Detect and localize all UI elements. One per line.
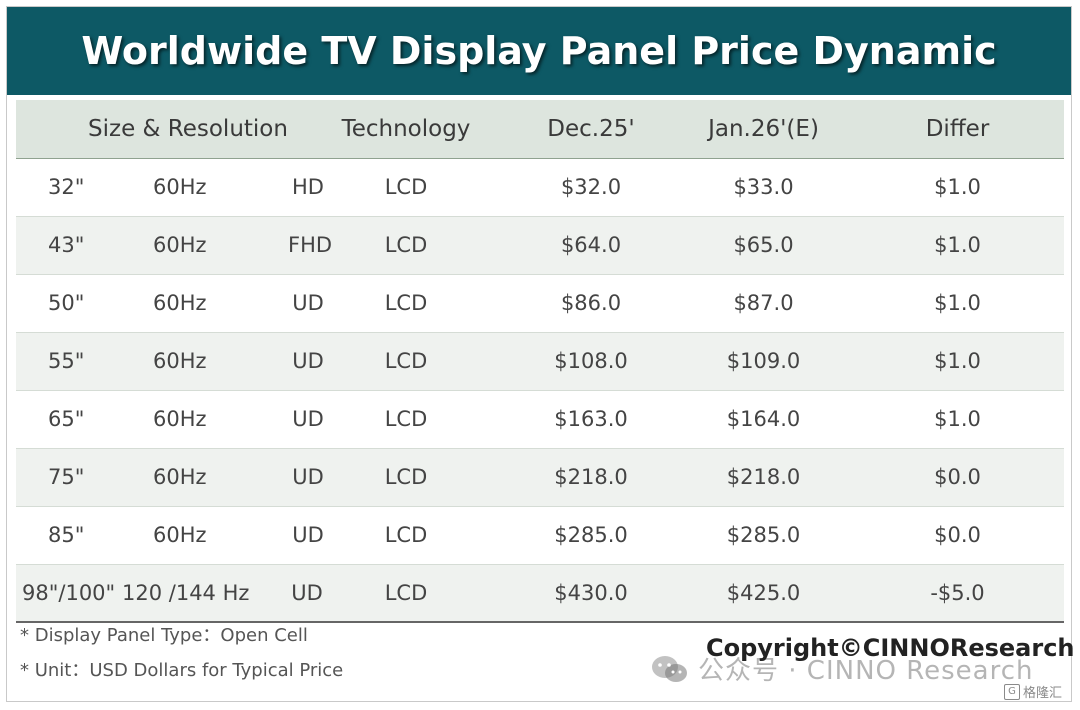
size-resolution-cell: 43" 60Hz FHD	[16, 216, 332, 275]
size-value: 75"	[48, 465, 85, 489]
gelonghui-logo: G 格隆汇	[1004, 682, 1062, 701]
refresh-rate-value: 60Hz	[153, 291, 207, 315]
table-row: 75" 60Hz UD LCD $218.0 $218.0 $0.0	[16, 448, 1064, 507]
page-title: Worldwide TV Display Panel Price Dynamic	[81, 29, 997, 73]
differ-cell: $0.0	[851, 506, 1064, 565]
differ-cell: $1.0	[851, 390, 1064, 449]
size-resolution-cell: 32" 60Hz HD	[16, 158, 324, 217]
resolution-value: UD	[292, 465, 324, 489]
differ-cell: -$5.0	[851, 564, 1064, 623]
wechat-watermark: 公众号 · CINNO Research	[650, 650, 1034, 687]
technology-cell: LCD	[306, 274, 506, 333]
refresh-rate-value: 60Hz	[153, 523, 207, 547]
table-row: 50" 60Hz UD LCD $86.0 $87.0 $1.0	[16, 274, 1064, 333]
resolution-value: UD	[292, 407, 324, 431]
header-technology: Technology	[306, 100, 506, 159]
size-resolution-cell: 75" 60Hz UD	[16, 448, 324, 507]
logo-text: 格隆汇	[1023, 686, 1063, 701]
size-value: 32"	[48, 175, 85, 199]
dec-price-cell: $108.0	[506, 332, 676, 391]
table-row: 32" 60Hz HD LCD $32.0 $33.0 $1.0	[16, 158, 1064, 217]
header-dec: Dec.25'	[506, 100, 676, 159]
header-size-resolution: Size & Resolution	[16, 100, 306, 159]
dec-price-cell: $86.0	[506, 274, 676, 333]
dec-price-cell: $64.0	[506, 216, 676, 275]
technology-cell: LCD	[306, 216, 506, 275]
footnote-panel-type: * Display Panel Type：Open Cell	[20, 625, 308, 646]
resolution-value: UD	[291, 580, 323, 605]
resolution-value: HD	[292, 175, 324, 199]
page-frame	[6, 6, 1072, 702]
size-value: 55"	[48, 349, 85, 373]
differ-cell: $0.0	[851, 448, 1064, 507]
jan-price-cell: $218.0	[676, 448, 851, 507]
size-resolution-cell: 98"/100" 120 /144 Hz UD	[16, 564, 323, 623]
jan-price-cell: $164.0	[676, 390, 851, 449]
resolution-value: FHD	[288, 233, 333, 257]
jan-price-cell: $65.0	[676, 216, 851, 275]
refresh-rate-value: 120 /144 Hz	[122, 580, 250, 605]
header-differ: Differ	[851, 100, 1064, 159]
watermark-text: 公众号 · CINNO Research	[698, 656, 1034, 686]
footnote-unit: * Unit：USD Dollars for Typical Price	[20, 660, 344, 681]
refresh-rate-value: 60Hz	[153, 349, 207, 373]
table-row: 55" 60Hz UD LCD $108.0 $109.0 $1.0	[16, 332, 1064, 391]
gelonghui-logo-icon: G	[1004, 683, 1020, 700]
size-resolution-cell: 55" 60Hz UD	[16, 332, 324, 391]
dec-price-cell: $430.0	[506, 564, 676, 623]
technology-cell: LCD	[306, 390, 506, 449]
differ-cell: $1.0	[851, 274, 1064, 333]
jan-price-cell: $285.0	[676, 506, 851, 565]
table-row: 65" 60Hz UD LCD $163.0 $164.0 $1.0	[16, 390, 1064, 449]
jan-price-cell: $425.0	[676, 564, 851, 623]
refresh-rate-value: 60Hz	[153, 233, 207, 257]
refresh-rate-value: 60Hz	[153, 465, 207, 489]
wechat-icon	[652, 655, 687, 682]
technology-cell: LCD	[306, 564, 506, 623]
resolution-value: UD	[292, 349, 324, 373]
technology-cell: LCD	[306, 448, 506, 507]
size-value: 85"	[48, 523, 85, 547]
jan-price-cell: $109.0	[676, 332, 851, 391]
technology-cell: LCD	[306, 506, 506, 565]
size-value: 98"/100"	[22, 580, 116, 605]
title-bar: Worldwide TV Display Panel Price Dynamic	[7, 7, 1071, 95]
header-jan: Jan.26'(E)	[676, 100, 851, 159]
footnotes: * Display Panel Type：Open Cell * Unit：US…	[20, 622, 343, 692]
size-value: 43"	[48, 233, 85, 257]
copyright-text: Copyright©CINNOResearch	[706, 634, 1075, 662]
refresh-rate-value: 60Hz	[153, 407, 207, 431]
size-resolution-cell: 85" 60Hz UD	[16, 506, 324, 565]
differ-cell: $1.0	[851, 216, 1064, 275]
technology-cell: LCD	[306, 332, 506, 391]
size-resolution-cell: 65" 60Hz UD	[16, 390, 324, 449]
table-row: 98"/100" 120 /144 Hz UD LCD $430.0 $425.0 -$5.…	[16, 564, 1064, 623]
jan-price-cell: $33.0	[676, 158, 851, 217]
dec-price-cell: $285.0	[506, 506, 676, 565]
table-row: 43" 60Hz FHD LCD $64.0 $65.0 $1.0	[16, 216, 1064, 275]
table-header-row: Size & Resolution Technology Dec.25' Jan…	[16, 100, 1064, 159]
dec-price-cell: $218.0	[506, 448, 676, 507]
resolution-value: UD	[292, 523, 324, 547]
refresh-rate-value: 60Hz	[153, 175, 207, 199]
dec-price-cell: $32.0	[506, 158, 676, 217]
dec-price-cell: $163.0	[506, 390, 676, 449]
technology-cell: LCD	[306, 158, 506, 217]
size-resolution-cell: 50" 60Hz UD	[16, 274, 324, 333]
jan-price-cell: $87.0	[676, 274, 851, 333]
size-value: 65"	[48, 407, 85, 431]
resolution-value: UD	[292, 291, 324, 315]
price-table: Size & Resolution Technology Dec.25' Jan…	[16, 100, 1064, 623]
size-value: 50"	[48, 291, 85, 315]
table-row: 85" 60Hz UD LCD $285.0 $285.0 $0.0	[16, 506, 1064, 565]
differ-cell: $1.0	[851, 158, 1064, 217]
differ-cell: $1.0	[851, 332, 1064, 391]
